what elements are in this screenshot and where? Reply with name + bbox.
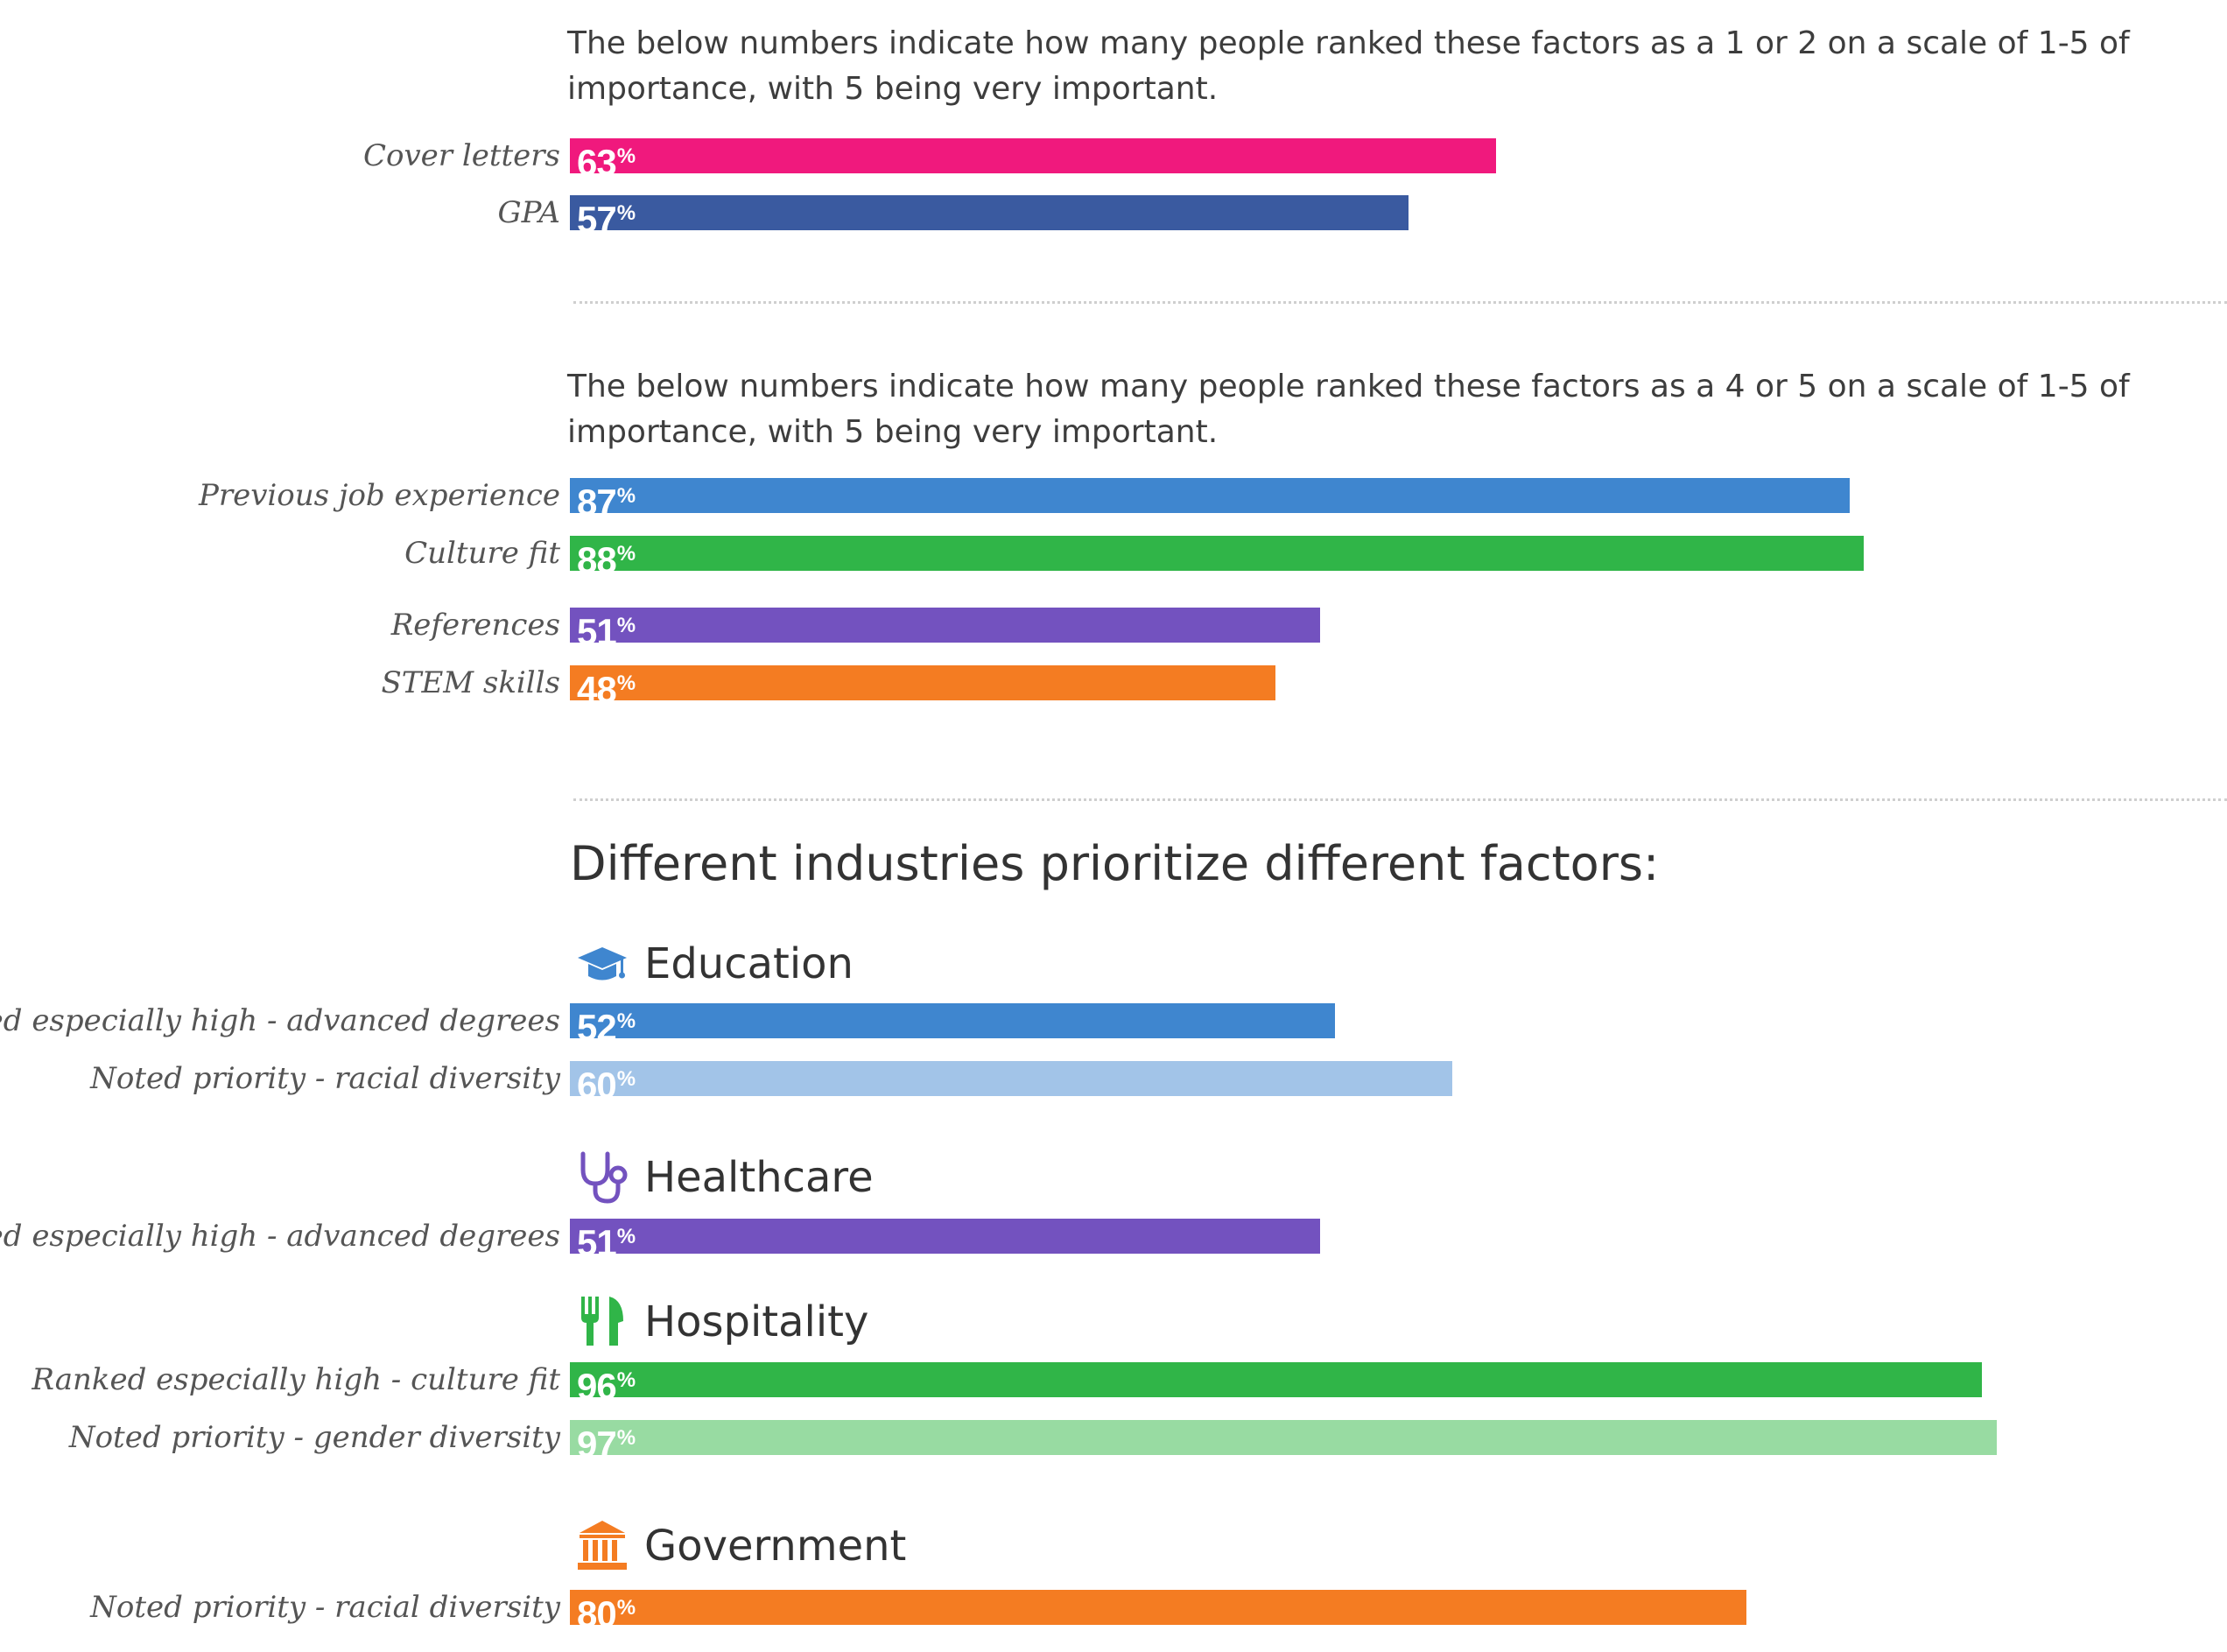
bar-label: References [390,608,560,643]
bar-label: Ranked especially high - culture fit [32,1362,560,1397]
bar-label: STEM skills [381,665,560,700]
bar-value-label: 51% [577,1222,636,1263]
bar-value-label: 51% [577,611,636,652]
bar-row: STEM skills 48% [0,665,2227,710]
bar-label: Noted priority - racial diversity [90,1590,560,1625]
bar-row: Ranked especially high - advanced degree… [0,1003,2227,1048]
bar-row: Cover letters 63% [0,138,2227,183]
healthcare-title: Healthcare [576,1149,874,1206]
hospitality-label: Hospitality [644,1297,869,1346]
bar [570,1061,1452,1096]
government-title: Government [576,1517,906,1575]
healthcare-label: Healthcare [644,1153,874,1202]
bar-row: Ranked especially high - culture fit 96% [0,1362,2227,1407]
bar [570,1420,1997,1455]
bar-row: Noted priority - racial diversity 60% [0,1061,2227,1106]
stethoscope-icon [580,1151,628,1204]
fork-knife-icon [581,1297,623,1346]
bar-label: Noted priority - gender diversity [68,1420,560,1455]
bar [570,608,1320,643]
bar-row: GPA 57% [0,195,2227,240]
government-label: Government [644,1522,907,1571]
bar-value-label: 48% [577,669,636,710]
bar-label: Ranked especially high - advanced degree… [0,1003,560,1038]
bar-value-label: 80% [577,1593,636,1634]
graduation-cap-icon [578,947,627,981]
bar-row: References 51% [0,608,2227,652]
bar-row: Noted priority - racial diversity 80% [0,1590,2227,1634]
bar-row: Noted priority - gender diversity 97% [0,1420,2227,1465]
bar-value-label: 63% [577,142,636,183]
bar-value-label: 57% [577,199,636,240]
education-label: Education [644,939,854,988]
bar-value-label: 52% [577,1007,636,1048]
bar-label: Cover letters [362,138,560,173]
bar-value-label: 60% [577,1065,636,1106]
section-divider [573,301,2227,304]
bar [570,478,1850,513]
hospitality-title: Hospitality [576,1293,868,1351]
bar-row: Previous job experience 87% [0,478,2227,523]
bar-label: GPA [497,195,560,230]
bar-value-label: 87% [577,482,636,523]
bar-label: Previous job experience [198,478,560,513]
education-title: Education [576,935,854,993]
section-divider [573,798,2227,801]
bar [570,665,1275,700]
bar-label: Noted priority - racial diversity [90,1061,560,1096]
intro-high-text: The below numbers indicate how many peop… [567,369,2130,450]
bar [570,195,1409,230]
bar [570,1003,1335,1038]
bar [570,1362,1982,1397]
bar [570,1219,1320,1254]
bar-value-label: 97% [577,1424,636,1465]
intro-low-text: The below numbers indicate how many peop… [567,25,2130,107]
bar-label: Culture fit [404,536,560,571]
bar [570,138,1496,173]
bar-row: Culture fit 88% [0,536,2227,580]
government-building-icon [578,1521,627,1570]
bar-label: Ranked especially high - advanced degree… [0,1219,560,1254]
bar-row: Ranked especially high - advanced degree… [0,1219,2227,1263]
industries-heading: Different industries prioritize differen… [570,836,1660,891]
bar-value-label: 96% [577,1366,636,1407]
bar [570,1590,1746,1625]
bar-value-label: 88% [577,539,636,580]
bar [570,536,1864,571]
